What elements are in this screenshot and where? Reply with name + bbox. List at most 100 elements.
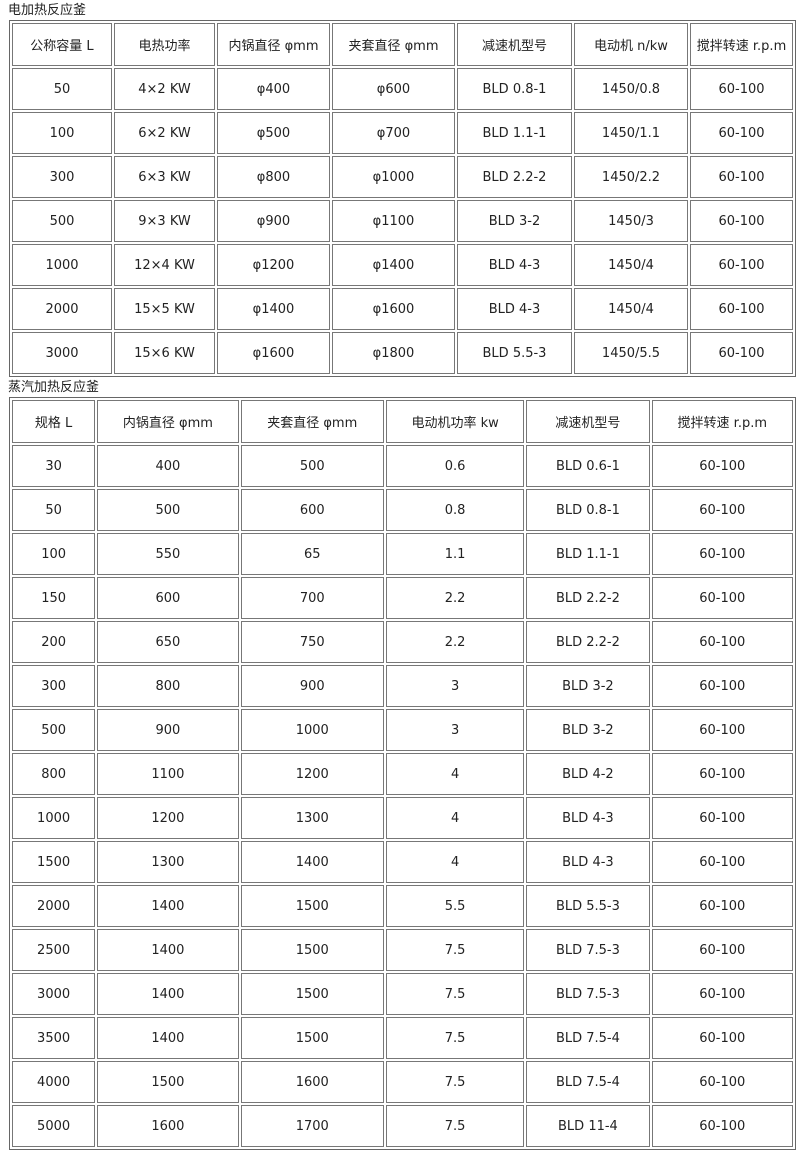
cell: BLD 7.5-3 [526, 973, 650, 1015]
cell: 4×2 KW [114, 68, 215, 110]
cell: 60-100 [651, 445, 793, 487]
cell: BLD 4-3 [526, 841, 650, 883]
cell: 7.5 [385, 1017, 525, 1059]
cell: 60-100 [690, 244, 793, 286]
cell: 300 [12, 665, 96, 707]
cell: 50 [12, 489, 96, 531]
cell: 1450/2.2 [574, 156, 688, 198]
cell: 30 [12, 445, 96, 487]
data-row: 150 600 700 2.2 BLD 2.2-2 60-100 [12, 577, 793, 619]
cell: 3500 [12, 1017, 96, 1059]
data-row: 2000 1400 1500 5.5 BLD 5.5-3 60-100 [12, 885, 793, 927]
cell: BLD 7.5-4 [526, 1017, 650, 1059]
cell: 60-100 [690, 156, 793, 198]
cell: 1450/5.5 [574, 332, 688, 374]
cell: 1200 [240, 753, 384, 795]
cell: 1500 [240, 973, 384, 1015]
cell: 60-100 [651, 753, 793, 795]
cell: 60-100 [690, 112, 793, 154]
cell: φ600 [332, 68, 455, 110]
cell: 2000 [12, 885, 96, 927]
cell: 500 [97, 489, 239, 531]
cell: BLD 3-2 [526, 709, 650, 751]
header-cell: 搅拌转速 r.p.m [690, 23, 793, 66]
cell: 500 [12, 200, 112, 242]
cell: 500 [240, 445, 384, 487]
table-title: 电加热反应釜 [8, 3, 87, 18]
cell: 100 [12, 533, 96, 575]
cell: 60-100 [651, 885, 793, 927]
cell: 1450/0.8 [574, 68, 688, 110]
cell: 550 [97, 533, 239, 575]
cell: φ1000 [332, 156, 455, 198]
cell: BLD 1.1-1 [526, 533, 650, 575]
cell: 900 [97, 709, 239, 751]
data-row: 500 900 1000 3 BLD 3-2 60-100 [12, 709, 793, 751]
data-row: 3500 1400 1500 7.5 BLD 7.5-4 60-100 [12, 1017, 793, 1059]
cell: 2.2 [385, 621, 525, 663]
cell: 1000 [12, 797, 96, 839]
spec-table: 规格 L 内锅直径 φmm 夹套直径 φmm 电动机功率 kw 减速机型号 搅拌转速 r.… [9, 397, 796, 1150]
header-cell: 电动机 n/kw [574, 23, 688, 66]
cell: BLD 7.5-4 [526, 1061, 650, 1103]
cell: 1500 [240, 929, 384, 971]
cell: φ1600 [217, 332, 330, 374]
cell: 700 [240, 577, 384, 619]
cell: 60-100 [651, 1017, 793, 1059]
cell: 3 [385, 709, 525, 751]
cell: 7.5 [385, 929, 525, 971]
cell: BLD 2.2-2 [457, 156, 572, 198]
cell: 3000 [12, 973, 96, 1015]
cell: 4 [385, 797, 525, 839]
cell: φ1600 [332, 288, 455, 330]
data-row: 800 1100 1200 4 BLD 4-2 60-100 [12, 753, 793, 795]
cell: BLD 4-3 [457, 244, 572, 286]
header-cell: 夹套直径 φmm [240, 400, 384, 443]
data-row: 5000 1600 1700 7.5 BLD 11-4 60-100 [12, 1105, 793, 1147]
cell: 4 [385, 753, 525, 795]
cell: 1500 [97, 1061, 239, 1103]
header-cell: 夹套直径 φmm [332, 23, 455, 66]
cell: BLD 0.8-1 [526, 489, 650, 531]
header-cell: 公称容量 L [12, 23, 112, 66]
data-row: 100 550 65 1.1 BLD 1.1-1 60-100 [12, 533, 793, 575]
spec-table: 公称容量 L 电热功率 内锅直径 φmm 夹套直径 φmm 减速机型号 电动机 n/kw 搅… [9, 20, 796, 377]
cell: BLD 4-2 [526, 753, 650, 795]
cell: 1600 [97, 1105, 239, 1147]
header-cell: 减速机型号 [457, 23, 572, 66]
cell: φ1100 [332, 200, 455, 242]
cell: BLD 2.2-2 [526, 621, 650, 663]
cell: 300 [12, 156, 112, 198]
cell: 1450/4 [574, 288, 688, 330]
table-title: 蒸汽加热反应釜 [8, 380, 100, 395]
cell: BLD 7.5-3 [526, 929, 650, 971]
cell: 1600 [240, 1061, 384, 1103]
cell: 1450/3 [574, 200, 688, 242]
cell: 1450/4 [574, 244, 688, 286]
cell: 1700 [240, 1105, 384, 1147]
cell: 800 [12, 753, 96, 795]
cell: 60-100 [651, 1061, 793, 1103]
cell: 1200 [97, 797, 239, 839]
cell: 650 [97, 621, 239, 663]
data-row: 300 800 900 3 BLD 3-2 60-100 [12, 665, 793, 707]
cell: BLD 4-3 [526, 797, 650, 839]
cell: BLD 0.6-1 [526, 445, 650, 487]
cell: 750 [240, 621, 384, 663]
cell: φ400 [217, 68, 330, 110]
data-row: 200 650 750 2.2 BLD 2.2-2 60-100 [12, 621, 793, 663]
cell: 4000 [12, 1061, 96, 1103]
cell: 2.2 [385, 577, 525, 619]
cell: 6×2 KW [114, 112, 215, 154]
cell: 60-100 [651, 1105, 793, 1147]
cell: 1450/1.1 [574, 112, 688, 154]
cell: BLD 5.5-3 [526, 885, 650, 927]
cell: 3 [385, 665, 525, 707]
data-row: 300 6×3 KW φ800 φ1000 BLD 2.2-2 1450/2.2 60-10… [12, 156, 793, 198]
data-row: 50 500 600 0.8 BLD 0.8-1 60-100 [12, 489, 793, 531]
header-cell: 减速机型号 [526, 400, 650, 443]
data-row: 2000 15×5 KW φ1400 φ1600 BLD 4-3 1450/4 60-100 [12, 288, 793, 330]
cell: 60-100 [651, 841, 793, 883]
cell: 5.5 [385, 885, 525, 927]
